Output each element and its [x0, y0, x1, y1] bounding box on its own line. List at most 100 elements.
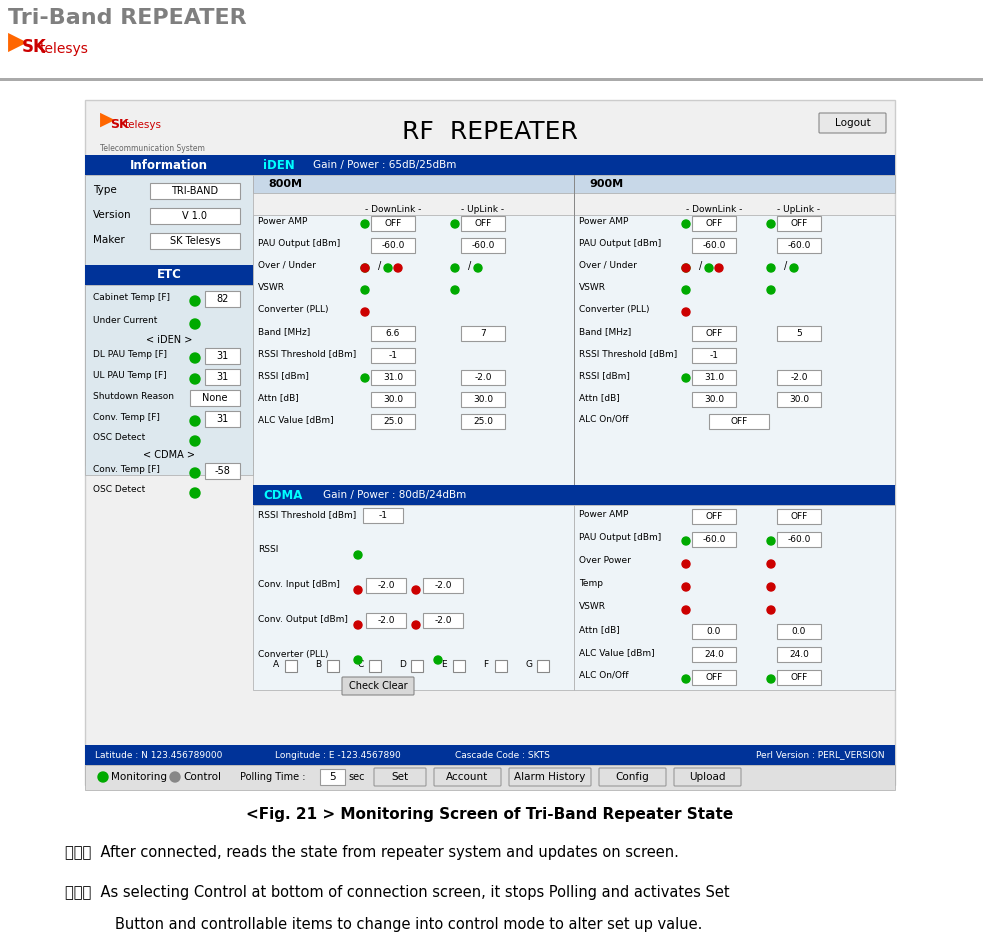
Circle shape [682, 308, 690, 316]
FancyBboxPatch shape [434, 768, 501, 786]
Text: VSWR: VSWR [579, 602, 606, 611]
Text: -2.0: -2.0 [474, 373, 492, 382]
Text: UL PAU Temp [F]: UL PAU Temp [F] [93, 371, 167, 380]
Text: Perl Version : PERL_VERSION: Perl Version : PERL_VERSION [756, 751, 885, 759]
Circle shape [190, 436, 200, 446]
Text: Longitude : E -123.4567890: Longitude : E -123.4567890 [275, 751, 401, 759]
Text: Gain / Power : 80dB/24dBm: Gain / Power : 80dB/24dBm [323, 490, 466, 500]
Text: /: / [468, 261, 471, 271]
Circle shape [190, 296, 200, 306]
Text: OFF: OFF [790, 673, 808, 682]
Text: RSSI [dBm]: RSSI [dBm] [579, 371, 630, 380]
Text: 0.0: 0.0 [707, 627, 722, 636]
Bar [253, 215, 574, 485]
Bar [205, 369, 240, 385]
Bar [371, 348, 415, 363]
Circle shape [361, 220, 369, 228]
Bar [461, 370, 505, 385]
Text: PAU Output [dBm]: PAU Output [dBm] [579, 533, 662, 542]
Text: （６）  After connected, reads the state from repeater system and updates on screen: （６） After connected, reads the state fro… [65, 845, 679, 860]
Text: VSWR: VSWR [579, 283, 606, 292]
Bar [253, 155, 895, 175]
Text: SK: SK [110, 118, 129, 131]
Text: 31: 31 [216, 372, 229, 382]
Bar [777, 532, 821, 547]
Circle shape [354, 551, 362, 559]
Text: CDMA: CDMA [263, 488, 303, 502]
Bar [205, 463, 240, 479]
Bar [85, 765, 895, 790]
Circle shape [451, 264, 459, 272]
Text: Power AMP: Power AMP [579, 510, 628, 519]
Text: <Fig. 21 > Monitoring Screen of Tri-Band Repeater State: <Fig. 21 > Monitoring Screen of Tri-Band… [247, 807, 733, 822]
Text: telesys: telesys [125, 120, 162, 130]
Text: /: / [784, 261, 787, 271]
Bar [777, 509, 821, 524]
Text: Band [MHz]: Band [MHz] [258, 327, 311, 336]
Bar [285, 660, 297, 672]
Bar [371, 216, 415, 231]
Circle shape [190, 468, 200, 478]
Bar [150, 233, 240, 249]
Text: Information: Information [130, 158, 208, 171]
FancyBboxPatch shape [674, 768, 741, 786]
Text: -1: -1 [388, 351, 397, 360]
Circle shape [705, 264, 713, 272]
Text: TRI-BAND: TRI-BAND [171, 186, 218, 196]
Bar [692, 670, 736, 685]
Bar [369, 660, 381, 672]
Bar [320, 769, 345, 785]
Text: Control: Control [183, 772, 221, 782]
Text: OSC Detect: OSC Detect [93, 433, 145, 442]
Text: -60.0: -60.0 [381, 241, 405, 250]
Bar [150, 208, 240, 224]
Text: 31: 31 [216, 414, 229, 424]
Text: RF  REPEATER: RF REPEATER [402, 120, 578, 144]
Text: VSWR: VSWR [258, 283, 285, 292]
Circle shape [767, 560, 775, 568]
Bar [692, 647, 736, 662]
Text: ALC Value [dBm]: ALC Value [dBm] [579, 648, 655, 657]
Bar [692, 216, 736, 231]
Text: 25.0: 25.0 [473, 417, 493, 426]
Circle shape [170, 772, 180, 782]
Text: OFF: OFF [730, 417, 748, 426]
Circle shape [190, 488, 200, 498]
Text: Telecommunication System: Telecommunication System [100, 144, 204, 153]
Text: Version: Version [93, 210, 132, 220]
Text: ETC: ETC [156, 268, 182, 281]
Circle shape [190, 319, 200, 329]
Bar [411, 660, 423, 672]
Text: OSC Detect: OSC Detect [93, 485, 145, 494]
Text: F: F [483, 660, 489, 669]
Bar [777, 370, 821, 385]
Text: Cascade Code : SKTS: Cascade Code : SKTS [455, 751, 549, 759]
Text: Over / Under: Over / Under [258, 261, 316, 270]
Bar [85, 175, 253, 465]
Text: Conv. Temp [F]: Conv. Temp [F] [93, 465, 160, 474]
Text: Latitude : N 123.456789000: Latitude : N 123.456789000 [95, 751, 222, 759]
Text: 800M: 800M [268, 179, 302, 189]
Circle shape [682, 560, 690, 568]
Text: RSSI Threshold [dBm]: RSSI Threshold [dBm] [579, 349, 677, 358]
Text: RSSI Threshold [dBm]: RSSI Threshold [dBm] [258, 510, 356, 519]
Bar [461, 392, 505, 407]
Text: 5: 5 [329, 772, 336, 782]
Text: - DownLink -: - DownLink - [686, 205, 742, 214]
Text: Set: Set [391, 772, 409, 782]
Bar [537, 660, 549, 672]
Text: 24.0: 24.0 [789, 650, 809, 659]
Circle shape [682, 264, 690, 272]
Bar [461, 216, 505, 231]
Bar [461, 238, 505, 253]
Text: Conv. Output [dBm]: Conv. Output [dBm] [258, 615, 348, 624]
Bar [190, 390, 240, 406]
Bar [366, 613, 406, 628]
Bar [205, 291, 240, 307]
Bar [205, 411, 240, 427]
Circle shape [682, 583, 690, 591]
Bar [574, 505, 895, 690]
Circle shape [767, 264, 775, 272]
Text: 31.0: 31.0 [383, 373, 403, 382]
Circle shape [361, 308, 369, 316]
